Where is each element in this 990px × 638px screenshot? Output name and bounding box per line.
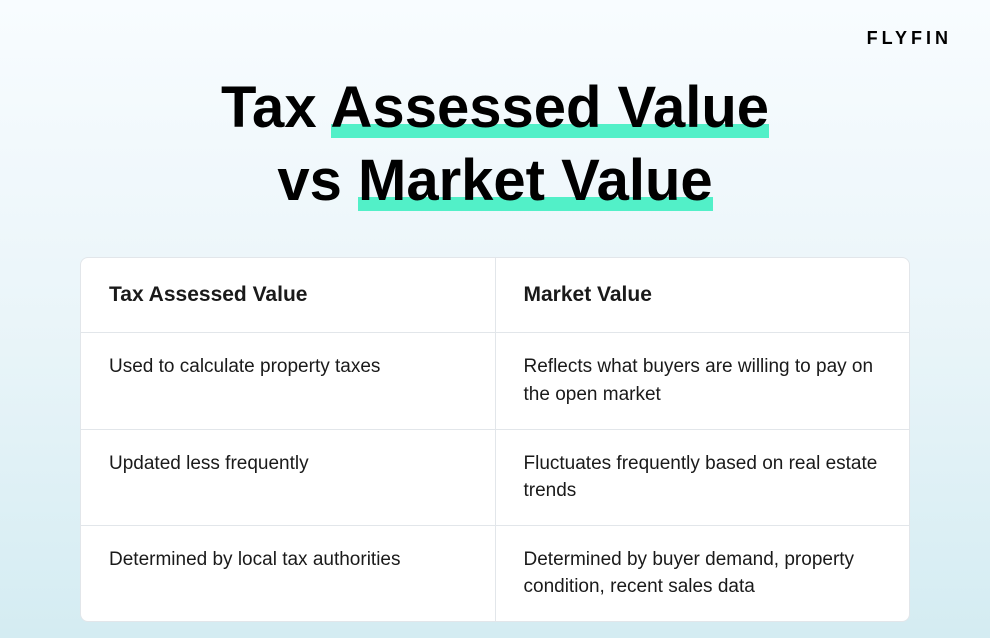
table-cell: Determined by local tax authorities <box>81 526 496 621</box>
title-line1-plain: Tax <box>221 75 331 140</box>
column-header-left: Tax Assessed Value <box>81 258 496 332</box>
table-row: Determined by local tax authorities Dete… <box>81 526 909 621</box>
column-header-right: Market Value <box>496 258 910 332</box>
table-cell: Used to calculate property taxes <box>81 333 496 428</box>
title-line1-highlight: Assessed Value <box>331 75 770 140</box>
table-row: Updated less frequently Fluctuates frequ… <box>81 430 909 526</box>
table-cell: Fluctuates frequently based on real esta… <box>496 430 910 525</box>
comparison-table: Tax Assessed Value Market Value Used to … <box>80 257 910 622</box>
brand-logo: FLYFIN <box>867 28 952 49</box>
table-cell: Reflects what buyers are willing to pay … <box>496 333 910 428</box>
table-cell: Determined by buyer demand, property con… <box>496 526 910 621</box>
table-row: Used to calculate property taxes Reflect… <box>81 333 909 429</box>
title-line2-plain: vs <box>277 148 358 213</box>
page-title: Tax Assessed Value vs Market Value <box>0 0 990 217</box>
table-cell: Updated less frequently <box>81 430 496 525</box>
title-line2-highlight: Market Value <box>358 148 713 213</box>
table-header-row: Tax Assessed Value Market Value <box>81 258 909 333</box>
